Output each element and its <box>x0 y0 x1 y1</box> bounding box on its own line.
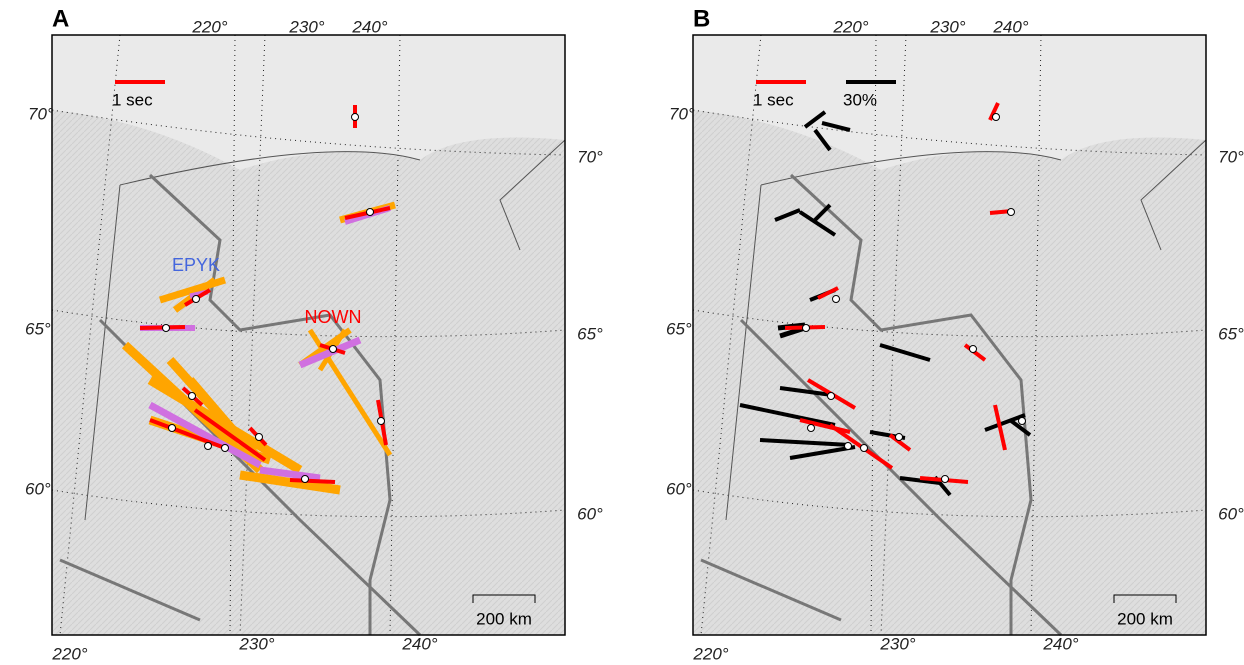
coordinate-label: 60° <box>666 479 692 498</box>
station <box>808 425 815 432</box>
coordinate-label: 70° <box>1218 147 1244 166</box>
coordinate-label: 240° <box>351 17 387 36</box>
station <box>1008 209 1015 216</box>
coordinate-label: 70° <box>669 104 695 123</box>
station <box>861 445 868 452</box>
coordinate-label: 240° <box>401 634 437 653</box>
station <box>205 443 212 450</box>
station <box>189 393 196 400</box>
station <box>1019 418 1026 425</box>
station <box>367 209 374 216</box>
station <box>845 443 852 450</box>
legend-label: 1 sec <box>112 90 153 109</box>
coordinate-label: 220° <box>692 644 728 663</box>
station <box>803 325 810 332</box>
coordinate-label: 65° <box>25 319 51 338</box>
station <box>896 434 903 441</box>
splitting-bar <box>290 480 335 482</box>
coordinate-label: 65° <box>1218 324 1244 343</box>
coordinate-label: 60° <box>577 504 603 523</box>
coordinate-label: 230° <box>879 634 915 653</box>
station <box>163 325 170 332</box>
map-panel: A 220° 230° 240° 70° 65° 60° 70° 65° 60° 220° 230° 2… <box>25 5 603 663</box>
station <box>993 114 1000 121</box>
coordinate-label: 65° <box>666 319 692 338</box>
station <box>833 296 840 303</box>
coordinate-label: 240° <box>1042 634 1078 653</box>
coordinate-label: 70° <box>577 147 603 166</box>
station <box>970 346 977 353</box>
coordinate-label: 60° <box>25 479 51 498</box>
station <box>942 476 949 483</box>
station <box>193 296 200 303</box>
coordinate-label: 230° <box>288 17 324 36</box>
panel-label: B <box>693 5 710 32</box>
page: {"panels":[ {"label":"A","top_lon":["220… <box>0 0 1244 665</box>
station-label: NOWN <box>305 307 362 327</box>
coordinate-label: 230° <box>238 634 274 653</box>
coordinate-label: 65° <box>577 324 603 343</box>
coordinate-label: 220° <box>191 17 227 36</box>
station <box>378 418 385 425</box>
station <box>256 434 263 441</box>
legend-label: 1 sec <box>753 90 794 109</box>
station <box>302 476 309 483</box>
figure: A 220° 230° 240° 70° 65° 60° 70° 65° 60° 220° 230° 2… <box>0 0 1244 665</box>
station-label: EPYK <box>172 255 220 275</box>
scale-label: 200 km <box>1117 609 1173 628</box>
scale-label: 200 km <box>476 609 532 628</box>
coordinate-label: 60° <box>1218 504 1244 523</box>
coordinate-label: 70° <box>28 104 54 123</box>
map-panel: B 220° 230° 240° 70° 65° 60° 70° 65° 60° 220° 230° 2… <box>666 5 1244 663</box>
panel-label: A <box>52 5 69 32</box>
station <box>352 114 359 121</box>
coordinate-label: 220° <box>51 644 87 663</box>
station <box>169 425 176 432</box>
legend-label: 30% <box>843 90 877 109</box>
coordinate-label: 230° <box>929 17 965 36</box>
coordinate-label: 220° <box>832 17 868 36</box>
station <box>330 346 337 353</box>
coordinate-label: 240° <box>992 17 1028 36</box>
station <box>222 445 229 452</box>
station <box>828 393 835 400</box>
